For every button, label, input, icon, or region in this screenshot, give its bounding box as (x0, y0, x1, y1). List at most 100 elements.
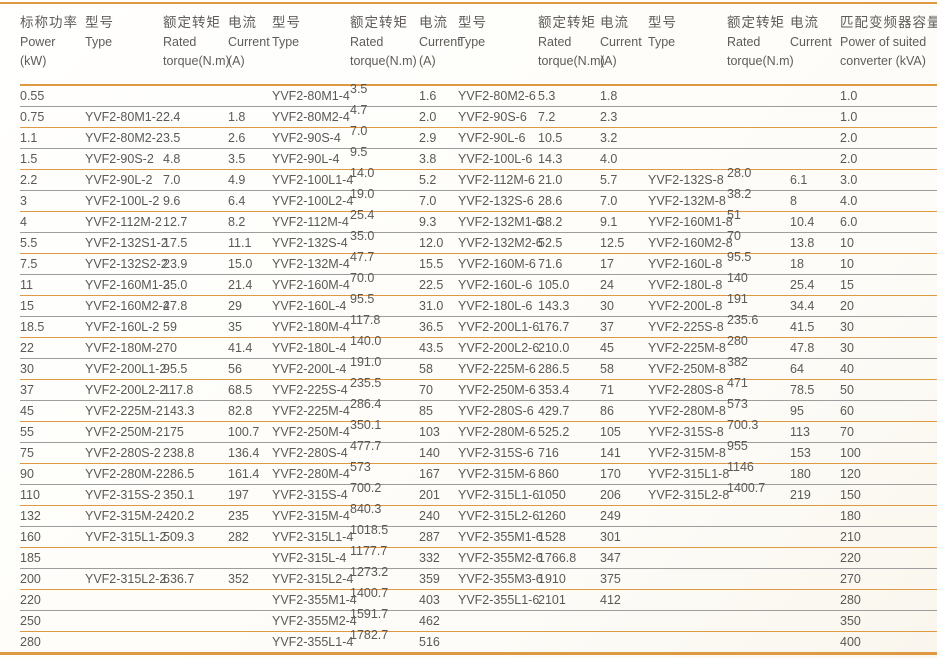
cell-value: 191 (727, 292, 748, 306)
table-cell: YVF2-80M2-4 (272, 107, 350, 128)
cell-value: 140 (727, 271, 748, 285)
table-cell: YVF2-80M2-6 (458, 85, 538, 107)
column-header-11: 额定转矩 Rated torque(N.m) (727, 4, 794, 85)
cell-value: YVF2-355M2-6 (458, 551, 543, 565)
header-label: 电流 (228, 15, 257, 30)
cell-value: 30 (20, 362, 34, 376)
cell-value: 0.75 (20, 110, 45, 124)
table-cell: 350.1 (350, 418, 419, 443)
cell-value: 13.8 (790, 236, 815, 250)
table-cell: 282 (228, 527, 272, 548)
cell-value: YVF2-112M-6 (458, 173, 535, 187)
table-cell: YVF2-315L2-6 (458, 506, 539, 527)
table-cell: 141 (600, 443, 648, 464)
cell-value: 21.4 (228, 278, 253, 292)
column-header-2: 额定转矩 Rated torque(N.m) (163, 4, 230, 85)
cell-value: YVF2-355L1-6 (458, 593, 540, 607)
table-cell (727, 590, 790, 611)
table-cell (790, 611, 840, 632)
cell-value: 22 (20, 341, 34, 355)
table-cell (600, 611, 648, 632)
cell-value: 175 (163, 425, 184, 439)
header-label: 额定转矩 (163, 15, 221, 30)
table-cell: 382 (727, 355, 790, 380)
cell-value: 161.4 (228, 467, 260, 481)
cell-value: 1528 (538, 530, 566, 544)
table-cell: YVF2-280M-4 (272, 464, 350, 485)
cell-value: 45 (20, 404, 34, 418)
cell-value: 9.3 (419, 215, 437, 229)
table-cell: YVF2-200L-8 (648, 296, 727, 317)
cell-value: 636.7 (163, 572, 195, 586)
table-row: 2.2 YVF2-90L-2 7.0 4.9 YVF2-100L1-4 14.0 5.2 YV… (20, 166, 937, 191)
table-cell: YVF2-315M-6 (458, 464, 538, 485)
cell-value: YVF2-160M1-2 (85, 278, 170, 292)
cell-value: 185 (20, 551, 41, 565)
table-cell: 150 (840, 485, 937, 506)
cell-value: 249 (600, 509, 621, 523)
cell-value: YVF2-160M2-8 (648, 236, 733, 250)
table-row: 0.55 YVF2-80M1-4 3.5 1.6 YVF2-80M2-6 5.3 1.8 1.… (20, 82, 937, 107)
header-label: 型号 (648, 15, 677, 30)
cell-value: 9.6 (163, 194, 181, 208)
table-cell: 525.2 (538, 422, 600, 443)
cell-value: YVF2-160M1-8 (648, 215, 733, 229)
cell-value: 516 (419, 635, 440, 649)
table-cell (648, 85, 727, 107)
cell-value: YVF2-315S-2 (85, 488, 161, 502)
table-row: 1.5 YVF2-90S-2 4.8 3.5 YVF2-90L-4 9.5 3.8 YVF2-… (20, 145, 937, 170)
table-cell: YVF2-250M-4 (272, 422, 350, 443)
table-row: 110 YVF2-315S-2 350.1 197 YVF2-315S-4 700.2 20… (20, 481, 937, 506)
table-cell: 41.5 (790, 317, 840, 338)
cell-value: 8.2 (228, 215, 246, 229)
cell-value: YVF2-100L-2 (85, 194, 160, 208)
table-cell: 180 (790, 464, 840, 485)
table-cell: 105.0 (538, 275, 600, 296)
cell-value: 359 (419, 572, 440, 586)
table-cell: YVF2-225M-2 (85, 401, 163, 422)
table-cell: 301 (600, 527, 648, 548)
table-cell: YVF2-80M1-4 (272, 85, 350, 107)
table-cell: 1.8 (228, 107, 272, 128)
cell-value: 4.0 (600, 152, 618, 166)
cell-value: 100.7 (228, 425, 260, 439)
table-cell: 176.7 (538, 317, 600, 338)
cell-value: YVF2-80M2-2 (85, 131, 163, 145)
table-cell: 716 (538, 443, 600, 464)
table-cell: 206 (600, 485, 648, 506)
cell-value: YVF2-250M-4 (272, 425, 350, 439)
table-cell: 21.4 (228, 275, 272, 296)
table-cell: 56 (228, 359, 272, 380)
cell-value: 8 (790, 194, 797, 208)
cell-value: 5.5 (20, 236, 38, 250)
cell-value: 71.6 (538, 257, 563, 271)
table-cell: 2.0 (840, 149, 937, 170)
table-cell (727, 128, 790, 149)
table-cell: 1591.7 (350, 607, 419, 632)
cell-value: 347 (600, 551, 621, 565)
table-cell: 2.0 (419, 107, 458, 128)
cell-value: 400 (840, 635, 861, 649)
cell-value: 15 (840, 278, 854, 292)
cell-value: 573 (350, 460, 371, 474)
cell-value: 12.0 (419, 236, 444, 250)
table-cell: 64 (790, 359, 840, 380)
cell-value: 170 (600, 467, 621, 481)
cell-value: YVF2-315S-6 (458, 446, 534, 460)
table-cell: YVF2-180M-2 (85, 338, 163, 359)
table-cell (228, 632, 272, 653)
table-cell: YVF2-132M2-6 (458, 233, 543, 254)
table-cell: YVF2-90L-6 (458, 128, 538, 149)
cell-value: YVF2-80M2-4 (272, 110, 350, 124)
table-cell: 37 (600, 317, 648, 338)
table-cell: 286.5 (163, 464, 228, 485)
table-cell: YVF2-160M-6 (458, 254, 538, 275)
cell-value: 150 (840, 488, 861, 502)
column-header-13: 匹配变频器容量 Power of suited converter (kVA) (840, 4, 937, 85)
cell-value: 1273.2 (350, 565, 389, 579)
table-cell: 167 (419, 464, 458, 485)
table-cell: 1260 (538, 506, 600, 527)
cell-value: 10.5 (538, 131, 563, 145)
table-cell: 30 (840, 317, 937, 338)
table-row: 185 YVF2-315L-4 1177.7 332 YVF2-355M2-6 1766.… (20, 544, 937, 569)
